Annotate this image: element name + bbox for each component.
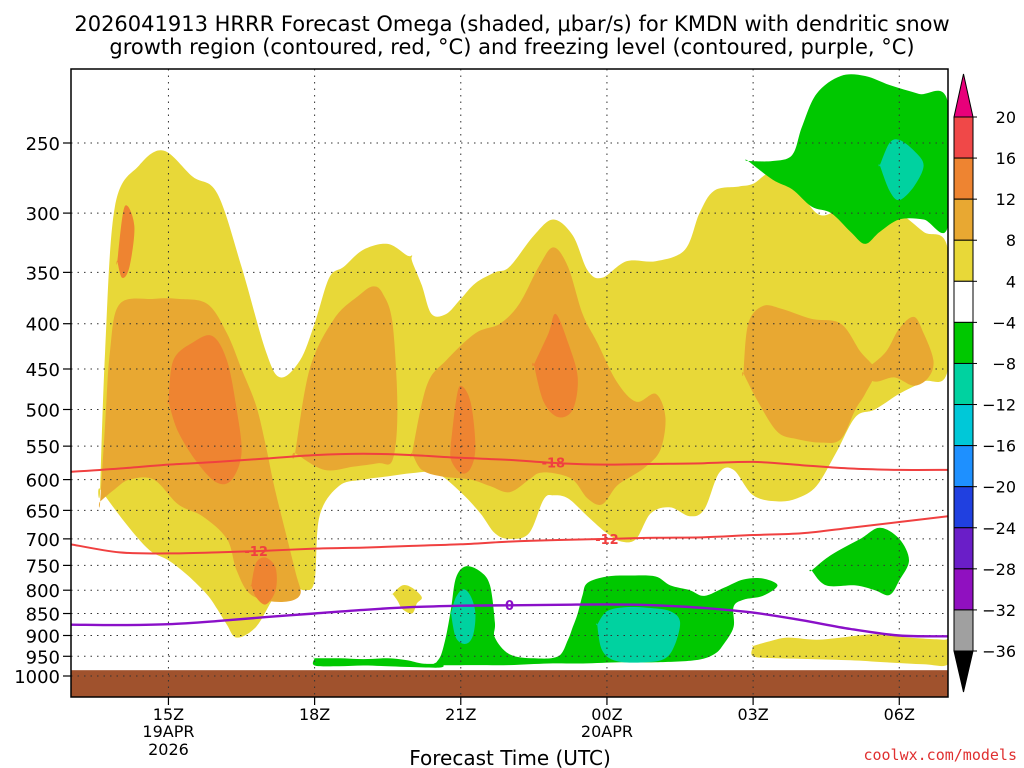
x-tick-label-21Z: 21Z xyxy=(445,705,476,724)
colorbar-label-4: 4 xyxy=(1006,272,1016,291)
colorbar-bin-1 xyxy=(953,157,974,200)
y-tick-label-450: 450 xyxy=(26,360,60,381)
y-axis: 2503003504004505005506006507007508008509… xyxy=(14,134,71,688)
y-tick-label-800: 800 xyxy=(26,581,60,602)
colorbar-label-12: −32 xyxy=(982,601,1016,620)
y-tick-label-1000: 1000 xyxy=(14,667,60,688)
colorbar-label-11: −28 xyxy=(982,560,1016,579)
omega-region-pos-10 xyxy=(532,313,578,418)
x-axis-label: Forecast Time (UTC) xyxy=(409,746,611,768)
title-line-1: 2026041913 HRRR Forecast Omega (shaded, … xyxy=(74,12,949,36)
omega-region-neg-16 xyxy=(312,657,444,668)
freezing-level-contour xyxy=(71,603,948,638)
colorbar-bin-11 xyxy=(953,568,974,611)
y-tick-label-600: 600 xyxy=(26,471,60,492)
colorbar-bin-5 xyxy=(953,321,974,364)
plot-area: -18 -12 -12 0 xyxy=(71,69,948,697)
freezing-level-label: 0 xyxy=(505,599,514,614)
omega-region-pos-7 xyxy=(167,335,242,485)
colorbar-label-10: −24 xyxy=(982,519,1016,538)
omega-shaded-regions xyxy=(98,74,948,668)
colorbar-label-13: −36 xyxy=(982,642,1016,661)
omega-region-pos-4 xyxy=(742,305,875,443)
omega-region-neg-15 xyxy=(809,527,909,596)
colorbar-label-8: −16 xyxy=(982,437,1016,456)
colorbar-bin-2 xyxy=(953,198,974,241)
title-line-2: growth region (contoured, red, °C) and f… xyxy=(109,35,914,59)
y-tick-label-650: 650 xyxy=(26,501,60,522)
colorbar-bin-10 xyxy=(953,527,974,570)
colorbar-label-6: −8 xyxy=(992,354,1016,373)
y-tick-label-750: 750 xyxy=(26,556,60,577)
colorbar-label-9: −20 xyxy=(982,478,1016,497)
colorbar-label-2: 12 xyxy=(996,190,1016,209)
y-tick-label-300: 300 xyxy=(26,204,60,225)
x-tick-label-00Z: 00Z xyxy=(591,705,622,724)
omega-region-neg-19 xyxy=(596,606,681,663)
dgz-lower-contour xyxy=(71,515,948,555)
colorbar-bottom-arrow xyxy=(953,650,974,693)
dgz-lower-label-right: -12 xyxy=(595,533,619,548)
colorbar-bin-3 xyxy=(953,239,974,282)
y-tick-label-900: 900 xyxy=(26,626,60,647)
colorbar-label-1: 16 xyxy=(996,149,1016,168)
omega-region-pos-6 xyxy=(116,205,135,278)
colorbar-bin-6 xyxy=(953,362,974,406)
colorbar-bin-8 xyxy=(953,445,974,488)
x-tick-label-18Z: 18Z xyxy=(299,705,330,724)
omega-region-neg-14 xyxy=(878,139,924,201)
omega-region-pos-8 xyxy=(250,557,277,605)
y-tick-label-350: 350 xyxy=(26,263,60,284)
y-tick-label-950: 950 xyxy=(26,647,60,668)
y-tick-label-500: 500 xyxy=(26,401,60,422)
plot-frame xyxy=(70,68,949,698)
y-tick-label-850: 850 xyxy=(26,605,60,626)
colorbar-bin-9 xyxy=(953,486,974,529)
colorbar-label-3: 8 xyxy=(1006,231,1016,250)
dgz-upper-label: -18 xyxy=(542,457,566,472)
colorbar-top-arrow xyxy=(953,73,974,118)
x-tick-year-15Z: 2026 xyxy=(148,740,189,759)
omega-region-neg-13 xyxy=(745,74,948,244)
x-tick-label-06Z: 06Z xyxy=(884,705,915,724)
terrain-band xyxy=(71,670,948,697)
contour-lines: -18 -12 -12 0 xyxy=(71,452,948,638)
colorbar-bin-4 xyxy=(953,280,974,323)
colorbar-label-7: −12 xyxy=(982,396,1016,415)
omega-region-pos-2 xyxy=(292,286,398,471)
omega-region-pos-5 xyxy=(857,316,934,386)
colorbar-bin-7 xyxy=(953,404,974,447)
credit-text: coolwx.com/models xyxy=(863,746,1017,764)
omega-region-pos-9 xyxy=(450,385,476,474)
x-tick-date-15Z: 19APR xyxy=(142,722,194,741)
colorbar-label-0: 20 xyxy=(996,108,1016,127)
x-tick-date-00Z: 20APR xyxy=(581,722,633,741)
dgz-upper-contour xyxy=(71,452,948,473)
gridlines xyxy=(71,69,948,697)
x-tick-label-03Z: 03Z xyxy=(737,705,768,724)
dgz-lower-label-left: -12 xyxy=(244,545,268,560)
y-tick-label-700: 700 xyxy=(26,530,60,551)
colorbar-bin-12 xyxy=(953,609,974,652)
y-tick-label-400: 400 xyxy=(26,315,60,336)
omega-region-neg-18 xyxy=(450,589,476,644)
colorbar-label-5: −4 xyxy=(992,313,1016,332)
y-tick-label-250: 250 xyxy=(26,134,60,155)
y-tick-label-550: 550 xyxy=(26,437,60,458)
terrain-fill xyxy=(71,670,948,697)
colorbar-legend: 20 16 12 8 4 −4 −8 −12 −16 −20 −24 −28 −32 −36 xyxy=(953,73,1016,693)
colorbar-bin-0 xyxy=(953,116,974,159)
chart-title: 2026041913 HRRR Forecast Omega (shaded, … xyxy=(74,12,949,59)
x-tick-label-15Z: 15Z xyxy=(153,705,184,724)
